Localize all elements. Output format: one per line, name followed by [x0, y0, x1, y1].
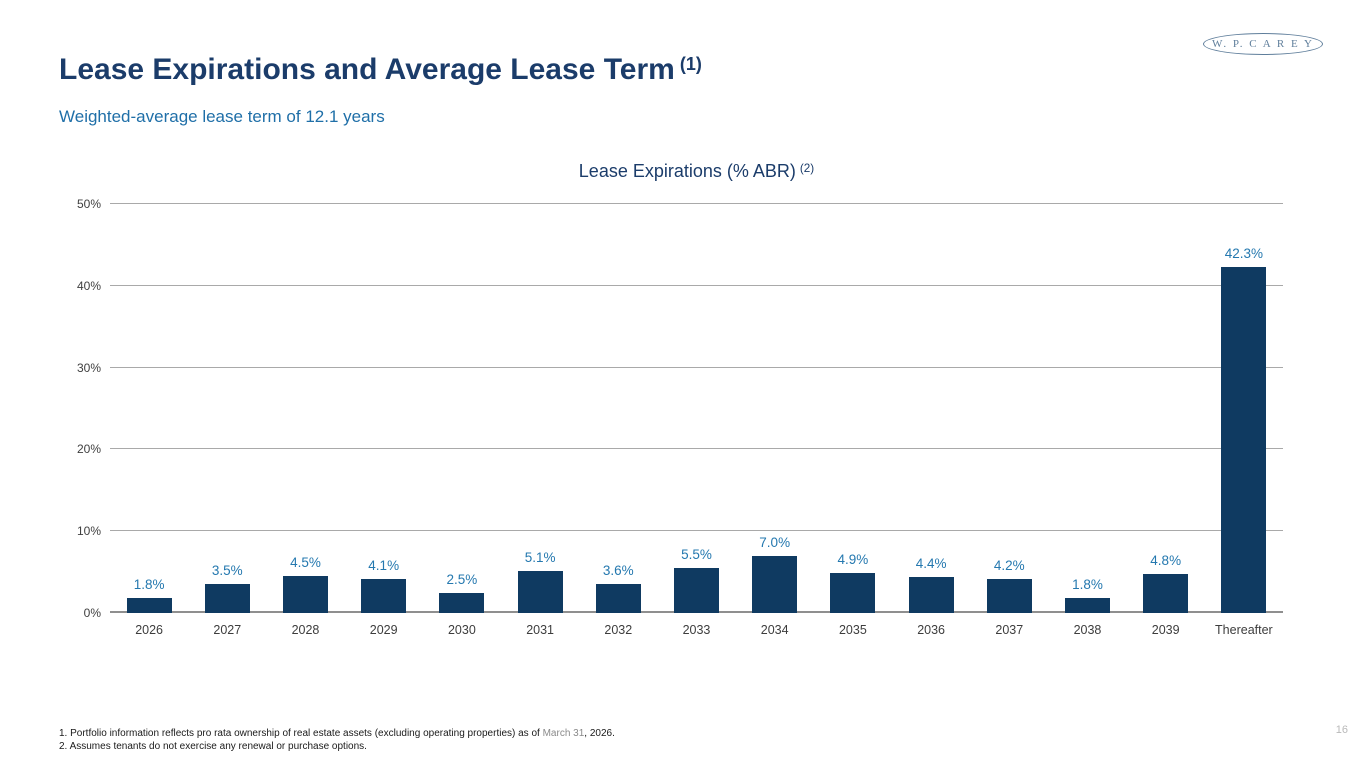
- bar-2027: [204, 584, 250, 613]
- bar-value-label: 1.8%: [133, 577, 165, 593]
- bar-column-2027: 3.5% 2027: [188, 204, 266, 637]
- bar-column-2037: 4.2% 2037: [970, 204, 1048, 637]
- y-axis-tick: 30%: [76, 360, 101, 375]
- x-axis-tick: 2038: [1073, 623, 1102, 637]
- bar-value-label: 5.5%: [681, 547, 712, 563]
- bar-value-label: 4.1%: [368, 558, 400, 574]
- gridline: [110, 284, 1283, 286]
- gridline: [110, 448, 1283, 450]
- page-title-text: Lease Expirations and Average Lease Term: [59, 53, 675, 86]
- bar-column-2028: 4.5% 2028: [266, 204, 344, 637]
- bar-value-label: 3.5%: [211, 563, 243, 579]
- bar-2035: [830, 572, 876, 613]
- x-axis-tick: 2028: [291, 623, 320, 637]
- bar-column-2029: 4.1% 2029: [345, 204, 423, 637]
- bar-2039: [1143, 573, 1189, 613]
- y-axis-tick: 20%: [76, 442, 101, 457]
- bar-column-2026: 1.8% 2026: [110, 204, 188, 637]
- x-axis-tick: 2027: [213, 623, 242, 637]
- bar-column-2036: 4.4% 2036: [892, 204, 970, 637]
- x-axis-tick: 2029: [369, 623, 398, 637]
- gridline: [110, 203, 1283, 204]
- footnote-2: 2. Assumes tenants do not exercise any r…: [59, 741, 367, 752]
- x-axis-tick: 2039: [1151, 623, 1180, 637]
- x-axis-tick: 2031: [526, 623, 554, 637]
- page-title: Lease Expirations and Average Lease Term…: [59, 53, 702, 87]
- bar-2038: [1064, 598, 1110, 613]
- bar-value-label: 1.8%: [1072, 577, 1103, 593]
- bar-column-2032: 3.6% 2032: [579, 204, 657, 637]
- bar-2032: [595, 583, 641, 613]
- bar-column-2030: 2.5% 2030: [423, 204, 501, 637]
- x-axis-tick: Thereafter: [1215, 623, 1273, 637]
- x-axis-tick: 2034: [760, 623, 789, 637]
- x-axis-tick: 2037: [995, 623, 1024, 637]
- bar-value-label: 4.8%: [1150, 552, 1182, 568]
- bar-value-label: 42.3%: [1224, 246, 1264, 261]
- wp-carey-logo-text: W. P. C A R E Y: [1212, 38, 1314, 50]
- bar-value-label: 3.6%: [602, 562, 634, 578]
- y-axis-tick: 0%: [83, 606, 101, 620]
- y-axis-tick: 50%: [76, 197, 101, 211]
- bar-column-2039: 4.8% 2039: [1127, 204, 1205, 637]
- bar-column-2033: 5.5% 2033: [657, 204, 735, 637]
- bar-value-label: 5.1%: [524, 550, 556, 566]
- bar-2030: [439, 592, 485, 613]
- chart-title: Lease Expirations (% ABR) (2): [110, 161, 1283, 182]
- footnotes: 1. Portfolio information reflects pro ra…: [59, 727, 615, 753]
- bar-column-2038: 1.8% 2038: [1048, 204, 1126, 637]
- chart-title-footnote-ref: (2): [799, 161, 815, 175]
- bar-2029: [361, 579, 407, 613]
- lease-expirations-bar-chart: 0% 10% 20% 30% 40% 50% 1.8% 2026 3.5% 2027 4.5% 202…: [77, 197, 1283, 637]
- x-axis-tick: 2035: [838, 623, 867, 637]
- title-footnote-ref: (1): [679, 54, 702, 74]
- gridline: [110, 530, 1283, 532]
- x-axis-tick: 2036: [917, 623, 945, 637]
- x-axis-tick: 2033: [682, 623, 711, 637]
- bar-value-label: 4.2%: [993, 557, 1025, 573]
- bar-value-label: 4.4%: [915, 556, 947, 572]
- footnote-1: 1. Portfolio information reflects pro ra…: [59, 728, 615, 739]
- y-axis-tick: 40%: [76, 278, 101, 293]
- bar-column-2031: 5.1% 2031: [501, 204, 579, 637]
- bar-thereafter: [1221, 267, 1267, 613]
- bar-column-thereafter: 42.3% Thereafter: [1205, 204, 1283, 637]
- page-number: 16: [1335, 724, 1348, 736]
- bar-value-label: 4.5%: [290, 555, 321, 571]
- x-axis-tick: 2030: [447, 623, 476, 637]
- x-axis-tick: 2026: [135, 623, 163, 637]
- gridline: [110, 366, 1283, 368]
- footnote-1-date: March 31: [542, 728, 585, 739]
- subtitle: Weighted-average lease term of 12.1 year…: [59, 107, 385, 126]
- bar-column-2035: 4.9% 2035: [814, 204, 892, 637]
- chart-title-text: Lease Expirations (% ABR): [578, 161, 796, 181]
- wp-carey-logo: W. P. C A R E Y: [1203, 33, 1323, 55]
- bar-value-label: 7.0%: [759, 534, 791, 550]
- bar-2028: [282, 576, 328, 613]
- bar-2033: [673, 568, 719, 613]
- bar-column-2034: 7.0% 2034: [736, 204, 814, 637]
- bar-value-label: 4.9%: [837, 551, 869, 567]
- bar-value-label: 2.5%: [446, 571, 478, 587]
- x-axis-tick: 2032: [604, 623, 633, 637]
- bar-2026: [126, 598, 172, 613]
- bar-2034: [752, 555, 798, 613]
- y-axis-tick: 10%: [76, 524, 101, 539]
- bar-2031: [517, 571, 563, 613]
- bar-2037: [986, 578, 1032, 613]
- bar-2036: [908, 577, 954, 613]
